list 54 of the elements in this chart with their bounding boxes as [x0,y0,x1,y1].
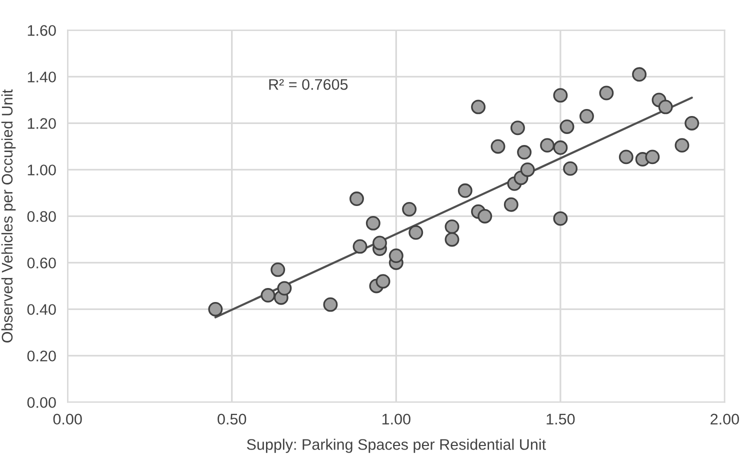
point [478,208,492,224]
y-tick-label: 0.20 [27,350,56,362]
x-tick-label: 2.00 [710,414,739,425]
point [563,161,578,176]
point [517,145,532,160]
point [645,150,660,164]
x-tick-label: 1.00 [382,414,410,425]
point [553,88,568,103]
point [658,100,673,114]
point [490,139,506,154]
x-axis-title: Supply: Parking Spaces per Residential Unit [246,438,546,453]
point [674,138,690,153]
point [553,211,568,226]
point [270,262,286,277]
point [444,232,460,247]
point [520,162,535,177]
y-tick-label: 0.60 [27,258,56,268]
point [388,248,404,263]
point [504,197,518,212]
y-tick-label: 0.80 [27,211,56,222]
point [376,274,390,289]
point [553,140,568,155]
x-tick-label: 0.00 [53,414,82,425]
point [632,67,647,82]
point [471,100,486,114]
point [560,119,574,134]
x-tick-label: 0.50 [218,414,246,425]
y-tick-label: 0.40 [27,304,56,315]
y-tick-label: 1.00 [28,164,56,176]
point [540,138,555,153]
point [402,202,417,216]
point [458,183,472,198]
point [408,225,424,240]
point [510,120,525,136]
point [579,109,594,124]
y-tick-label: 0.00 [27,397,56,408]
x-tick-label: 1.50 [546,414,575,425]
point [372,236,387,250]
y-tick-label: 1.20 [28,118,56,129]
point [618,150,634,164]
point [260,288,276,303]
y-tick-label: 1.60 [28,25,56,36]
y-tick-label: 1.40 [28,72,56,82]
point [277,281,292,296]
point [684,116,700,130]
point [323,297,338,312]
point [366,216,380,230]
annotation: R² = 0.7605 [269,79,348,90]
point [352,239,368,254]
y-axis-title: Observed Vehicles per Occupied Unit [1,89,16,342]
point [349,192,364,206]
point [208,302,223,316]
point [444,219,460,234]
point [599,86,614,100]
